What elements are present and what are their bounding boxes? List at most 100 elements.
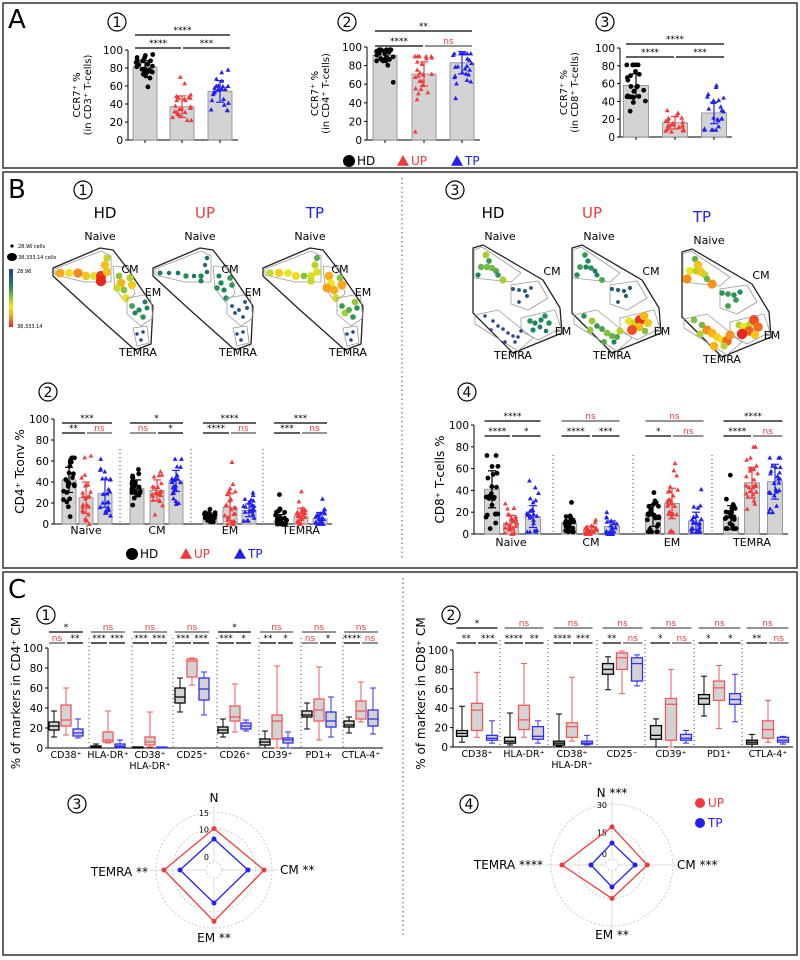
tp-triangle <box>709 127 715 132</box>
network-node <box>530 327 536 333</box>
radar-point <box>632 862 638 868</box>
panel-label-c: C <box>8 575 26 605</box>
hd-dot <box>722 516 728 521</box>
significance-label: *** <box>152 634 166 644</box>
up-triangle <box>159 472 165 477</box>
legend-b-up: UP <box>194 547 210 561</box>
panel-label-a: A <box>8 5 26 35</box>
up-triangle <box>158 469 163 474</box>
y-tick-label: 0 <box>355 135 362 147</box>
y-tick-label: 80 <box>349 61 362 73</box>
up-triangle <box>748 455 753 460</box>
radar-axis-label: EM ** <box>197 931 231 945</box>
significance-label: **** <box>488 427 507 437</box>
tp-triangle <box>719 116 724 121</box>
box <box>649 725 663 740</box>
radar-tick-label: 10 <box>199 826 209 835</box>
hd-dot <box>732 506 738 511</box>
network-node <box>733 297 739 303</box>
network-node <box>499 276 507 284</box>
hd-dot <box>484 453 490 458</box>
network-node <box>132 310 138 316</box>
significance-label: ns <box>443 37 454 47</box>
up-triangle <box>222 513 228 518</box>
y-tick-label: 20 <box>435 723 448 735</box>
hd-dot <box>212 512 218 518</box>
up-triangle <box>667 488 673 493</box>
significance-label: ns <box>568 619 579 629</box>
network-node <box>191 273 197 279</box>
significance-label: **** <box>504 412 523 422</box>
network-node <box>486 258 492 264</box>
up-triangle <box>665 123 671 128</box>
significance-label: *** <box>481 634 495 644</box>
network-node <box>129 303 135 309</box>
tp-triangle <box>697 524 702 530</box>
significance-label: ns <box>669 412 680 422</box>
hd-dot <box>378 56 384 61</box>
hd-dot <box>628 84 634 89</box>
significance-label: ns <box>774 634 785 644</box>
network-node <box>227 275 233 281</box>
subset-label: TEMRA <box>118 346 157 359</box>
significance-label: ns <box>145 623 156 633</box>
subset-label: Naive <box>184 230 216 243</box>
network-node <box>122 294 130 302</box>
network-node <box>284 269 292 277</box>
significance-label: ns <box>356 623 367 633</box>
network-title: TP <box>692 208 711 226</box>
up-triangle <box>183 97 189 103</box>
y-tick-label: 40 <box>36 477 49 489</box>
circled-number-ring <box>457 382 477 402</box>
hd-dot <box>642 98 648 104</box>
network-node <box>603 329 611 337</box>
network-outline <box>262 247 364 351</box>
significance-label: *** <box>693 48 707 58</box>
network-node <box>517 300 521 304</box>
radar-point <box>211 836 217 842</box>
up-triangle <box>160 503 165 508</box>
tp-triangle <box>211 90 217 95</box>
network-node <box>725 303 731 309</box>
network-node <box>221 287 227 293</box>
tp-triangle <box>534 513 540 518</box>
y-tick-label: 0 <box>608 132 615 144</box>
tp-triangle <box>610 531 616 536</box>
up-triangle <box>80 493 86 499</box>
subset-label: TEMRA <box>702 353 741 366</box>
network-title: UP <box>195 204 215 222</box>
tp-triangle <box>179 456 184 461</box>
x-category-label: HLA-DR⁺ <box>87 750 128 761</box>
subset-label: EM <box>145 286 161 299</box>
y-tick-label: 0 <box>36 743 43 755</box>
hd-dot <box>64 499 70 505</box>
x-category-label: CD38⁺ <box>50 750 81 761</box>
tp-triangle <box>705 91 711 97</box>
tp-triangle <box>215 87 221 92</box>
network-node <box>529 286 533 290</box>
significance-label: ns <box>305 634 316 644</box>
up-triangle <box>417 70 423 75</box>
significance-label: *** <box>294 414 308 424</box>
up-triangle <box>674 473 680 478</box>
network-node <box>313 268 321 276</box>
bar <box>132 66 158 141</box>
subset-region-temra <box>342 325 360 347</box>
radar-axis-significance: **** <box>519 858 543 872</box>
tp-triangle <box>251 507 257 512</box>
network-up: Naive CM EM TEMRA <box>571 230 670 362</box>
box <box>565 722 579 738</box>
significance-label: * <box>658 634 663 644</box>
y-tick-label: 40 <box>30 703 43 715</box>
y-tick-label: 80 <box>456 442 469 454</box>
up-triangle <box>80 507 85 513</box>
radar-axis-significance: ** <box>617 928 629 942</box>
up-triangle <box>751 477 757 482</box>
tp-triangle <box>107 488 113 494</box>
up-triangle <box>230 521 236 526</box>
subset-label: TEMRA <box>328 346 367 359</box>
network-node <box>175 270 181 276</box>
significance-label: ns <box>238 424 249 434</box>
y-axis-label: CCR7⁺ % <box>310 71 321 116</box>
y-tick-label: 0 <box>116 135 123 147</box>
